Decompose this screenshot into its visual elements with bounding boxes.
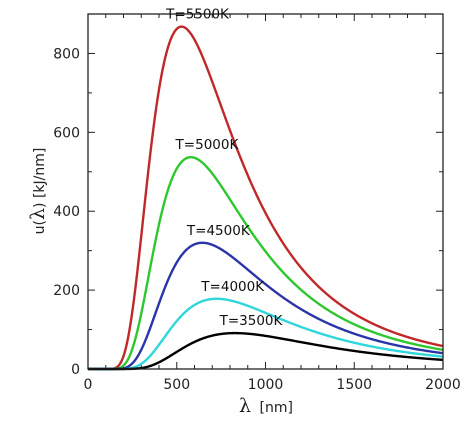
series-line-0 — [87, 25, 443, 371]
y-axis-func: u( — [32, 220, 48, 234]
x-axis-title: λ [nm] — [239, 395, 293, 417]
tick-labels: 0 500 1000 1500 2000 0 200 400 600 800 — [53, 46, 461, 393]
y-tick-label: 200 — [53, 283, 80, 299]
series-line-1 — [87, 155, 443, 371]
y-axis-title: u(λ) [kJ/nm] — [27, 148, 49, 235]
y-tick-label: 800 — [53, 46, 80, 62]
y-tick-label: 0 — [71, 362, 80, 378]
series-line-4 — [87, 331, 443, 371]
series-label-4: T=3500K — [219, 313, 284, 329]
y-axis-rest: ) [kJ/nm] — [32, 148, 48, 208]
curves — [87, 25, 443, 371]
x-tick-label: 1000 — [248, 377, 284, 393]
series-label-0: T=5500K — [165, 7, 230, 23]
x-tick-label: 2000 — [425, 377, 461, 393]
x-tick-label: 1500 — [336, 377, 372, 393]
y-axis-symbol: λ — [27, 208, 49, 220]
series-line-3 — [87, 297, 443, 371]
x-axis-unit: [nm] — [260, 400, 293, 416]
x-tick-label: 500 — [163, 377, 190, 393]
y-tick-label: 400 — [53, 204, 80, 220]
series-line-2 — [87, 241, 443, 371]
y-tick-label: 600 — [53, 125, 80, 141]
series-label-3: T=4000K — [200, 279, 265, 295]
x-axis-symbol: λ — [239, 395, 251, 417]
series-label-2: T=4500K — [186, 223, 251, 239]
series-label-1: T=5000K — [175, 137, 240, 153]
plot-frame — [87, 13, 444, 370]
x-tick-label: 0 — [84, 377, 93, 393]
series-labels: T=5500K T=5000K T=4500K T=4000K T=3500K — [165, 7, 283, 329]
